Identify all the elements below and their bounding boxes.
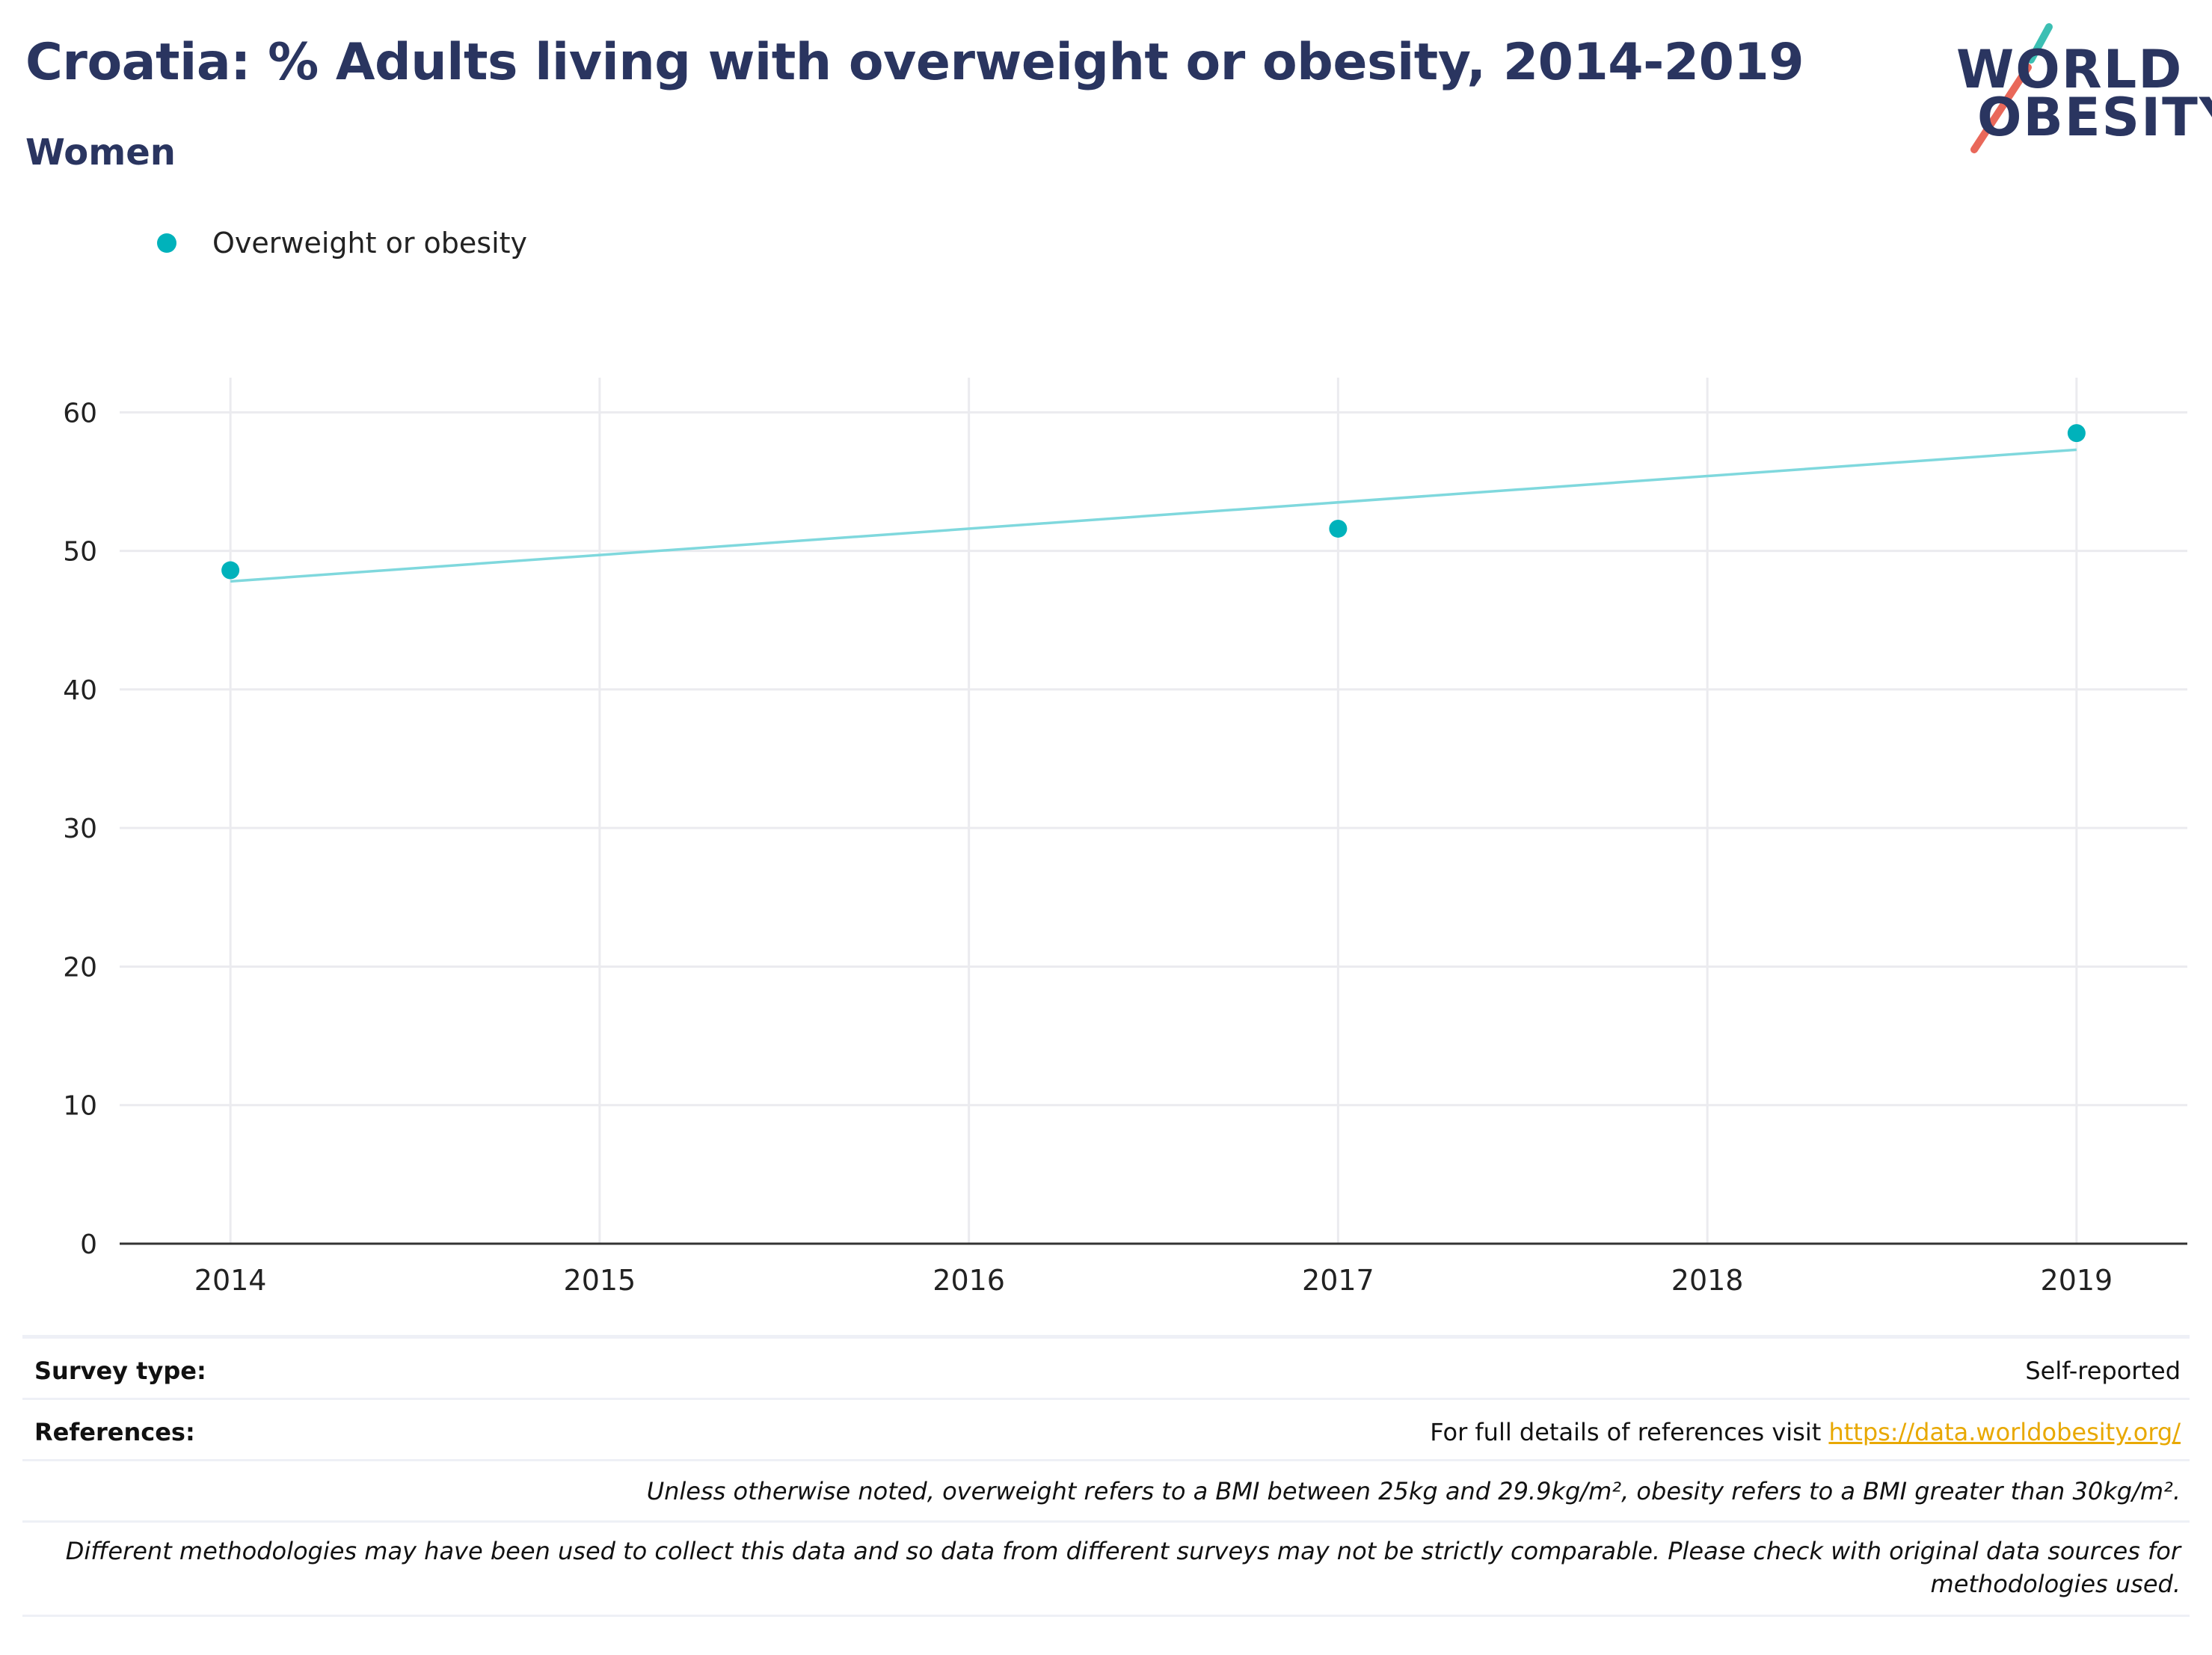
methodology-note-line2: methodologies used.	[1930, 1570, 2181, 1598]
footer-bottom-divider	[22, 1615, 2190, 1617]
world-obesity-logo: WORLD OBESITY	[1944, 21, 2212, 156]
x-tick-label: 2015	[564, 1264, 636, 1297]
survey-type-label: Survey type:	[34, 1357, 206, 1385]
data-point	[1329, 519, 1348, 538]
legend[interactable]: Overweight or obesity	[157, 224, 527, 262]
data-point	[221, 561, 240, 580]
methodology-note-line1: Different methodologies may have been us…	[65, 1537, 2181, 1565]
logo-text-obesity: OBESITY	[1977, 87, 2212, 148]
methodology-note: Different methodologies may have been us…	[66, 1535, 2181, 1600]
references-value: For full details of references visit htt…	[1430, 1418, 2181, 1446]
x-tick-label: 2019	[2041, 1264, 2113, 1297]
survey-type-row: Survey type: Self-reported	[22, 1336, 2190, 1400]
references-row: References: For full details of referenc…	[22, 1398, 2190, 1461]
chart-title: Croatia: % Adults living with overweight…	[25, 33, 1804, 92]
y-tick-label: 0	[80, 1229, 97, 1260]
x-tick-label: 2016	[933, 1264, 1005, 1297]
scatter-chart: 0 10 20 30 40 50 60 2014 2015 2016 2017 2018 2019	[63, 378, 2187, 1297]
trend-line	[230, 448, 2077, 583]
references-label: References:	[34, 1418, 195, 1446]
y-tick-label: 40	[63, 675, 97, 706]
legend-marker-icon	[157, 233, 176, 253]
y-tick-label: 60	[63, 398, 97, 429]
references-link[interactable]: https://data.worldobesity.org/	[1828, 1418, 2181, 1446]
x-tick-label: 2018	[1671, 1264, 1744, 1297]
logo-slash-icon	[1970, 23, 2053, 153]
references-text: For full details of references visit	[1430, 1418, 1829, 1446]
x-tick-label: 2017	[1302, 1264, 1374, 1297]
y-tick-label: 50	[63, 537, 97, 568]
survey-type-value: Self-reported	[2025, 1357, 2181, 1385]
y-tick-label: 30	[63, 814, 97, 844]
legend-label: Overweight or obesity	[212, 227, 528, 260]
methodology-note-row: Different methodologies may have been us…	[22, 1520, 2190, 1617]
y-tick-label: 10	[63, 1091, 97, 1122]
definition-note-row: Unless otherwise noted, overweight refer…	[22, 1459, 2190, 1523]
definition-note: Unless otherwise noted, overweight refer…	[646, 1477, 2181, 1505]
y-tick-label: 20	[63, 952, 97, 983]
footer-top-divider	[22, 1335, 2190, 1337]
chart-subtitle: Women	[25, 132, 176, 174]
logo-text-world: WORLD	[1956, 39, 2184, 100]
x-tick-label: 2014	[194, 1264, 267, 1297]
data-point	[2067, 424, 2086, 443]
